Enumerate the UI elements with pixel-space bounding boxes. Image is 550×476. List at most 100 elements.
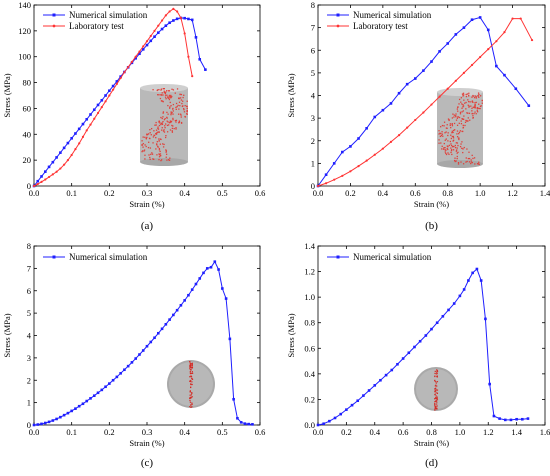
crack-particle: [474, 102, 476, 104]
crack-particle: [153, 134, 156, 137]
crack-particle: [461, 93, 464, 95]
crack-particle: [441, 145, 443, 147]
y-tick-label: 0: [27, 181, 31, 191]
x-axis-title: Strain (%): [129, 438, 164, 448]
crack-particle: [179, 113, 182, 115]
crack-particle: [466, 160, 468, 163]
data-point: [51, 160, 55, 164]
crack-particle: [465, 93, 467, 96]
crack-particle: [456, 155, 458, 158]
y-tick-label: 140: [18, 0, 31, 10]
data-point: [40, 180, 43, 183]
data-point: [112, 88, 115, 91]
crack-particle: [453, 129, 455, 132]
crack-particle: [147, 146, 150, 149]
x-tick-label: 0.0: [313, 188, 324, 198]
data-point: [172, 313, 175, 317]
crack-particle: [440, 126, 442, 128]
data-point: [168, 21, 171, 25]
crack-particle: [166, 131, 169, 133]
crack-particle: [449, 140, 452, 143]
data-point: [430, 327, 433, 331]
data-point: [190, 18, 194, 22]
crack-particle: [191, 378, 194, 380]
crack-particle: [156, 143, 158, 145]
crack-particle: [471, 161, 473, 164]
crack-particle: [159, 150, 161, 153]
crack-particle: [478, 163, 480, 165]
crack-particle: [467, 100, 470, 103]
data-point: [454, 33, 458, 36]
y-tick-label: 6: [27, 286, 31, 296]
y-tick-label: 3: [311, 113, 315, 123]
data-point: [123, 71, 126, 74]
data-point: [251, 423, 254, 426]
crack-particle: [165, 153, 168, 155]
crack-particle: [175, 128, 177, 130]
x-tick-label: 0.2: [341, 427, 352, 437]
data-point: [62, 146, 66, 150]
crack-particle: [189, 376, 191, 378]
crack-particle: [468, 105, 470, 107]
crack-particle: [172, 103, 175, 106]
data-point: [349, 145, 352, 148]
crack-particle: [160, 89, 162, 91]
crack-particle: [479, 105, 482, 108]
data-point: [414, 118, 417, 122]
crack-particle: [161, 127, 163, 129]
data-point: [418, 339, 422, 343]
crack-particle: [452, 149, 455, 151]
crack-particle: [466, 93, 468, 95]
data-point: [153, 29, 156, 32]
crack-particle: [455, 113, 457, 115]
crack-particle: [474, 163, 476, 165]
crack-particle: [473, 106, 476, 108]
crack-particle: [160, 116, 162, 119]
crack-particle: [450, 151, 452, 154]
data-point: [134, 357, 137, 360]
crack-particle: [479, 107, 481, 110]
crack-particle: [170, 105, 172, 107]
crack-particle: [164, 123, 167, 125]
data-point: [115, 82, 118, 85]
crack-particle: [444, 149, 446, 151]
crack-particle: [160, 122, 163, 125]
data-point: [187, 55, 190, 58]
crack-particle: [191, 396, 193, 398]
crack-particle: [475, 97, 477, 99]
crack-particle: [448, 153, 450, 155]
data-point: [191, 75, 194, 78]
crack-particle: [472, 101, 474, 104]
crack-particle: [177, 113, 180, 115]
crack-particle: [458, 103, 460, 105]
y-tick-label: 6: [311, 45, 315, 55]
crack-particle: [463, 146, 465, 149]
crack-particle: [478, 103, 480, 105]
y-tick-label: 0.0: [304, 420, 315, 430]
crack-particle: [466, 112, 468, 114]
crack-particle: [168, 95, 170, 97]
data-point: [63, 163, 66, 166]
data-point: [70, 136, 73, 140]
crack-particle: [458, 131, 461, 134]
crack-particle: [160, 159, 162, 162]
data-point: [247, 422, 250, 426]
crack-particle: [171, 124, 173, 127]
crack-particle: [473, 157, 476, 159]
crack-particle: [441, 133, 444, 135]
data-point: [488, 382, 491, 386]
data-point: [160, 19, 164, 22]
crack-particle: [186, 113, 188, 115]
crack-particle: [460, 120, 462, 122]
data-point: [333, 416, 337, 420]
series-laboratory-test: [32, 7, 194, 188]
crack-particle: [189, 367, 191, 369]
crack-particle: [178, 121, 181, 123]
crack-particle: [190, 394, 192, 396]
crack-particle: [459, 130, 462, 132]
crack-particle: [146, 133, 148, 135]
crack-particle: [461, 103, 463, 105]
crack-particle: [435, 398, 438, 400]
crack-particle: [462, 106, 464, 108]
chart-panel-2: 0.0 0.2 0.4 0.6 0.8 1.0 1.2 1.4 0 1 2 3 4 5 6 7 8 Strain …: [286, 0, 550, 232]
